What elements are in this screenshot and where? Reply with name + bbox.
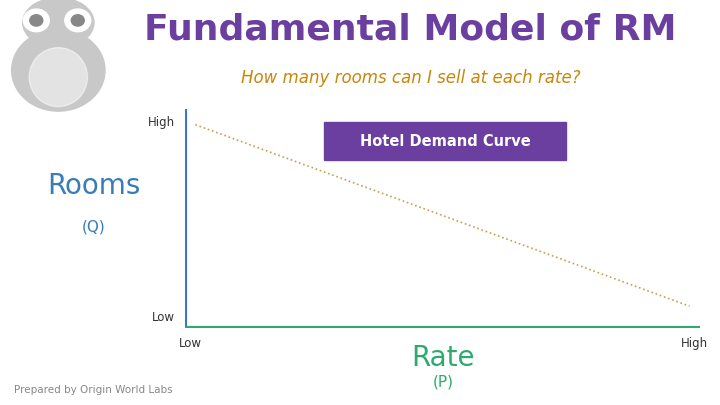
Text: Belmond RM Conference 2014 : Mathematical Hotel Revenue Optimization: Belmond RM Conference 2014 : Mathematica…	[289, 385, 679, 395]
FancyBboxPatch shape	[324, 122, 566, 160]
Text: Low: Low	[152, 311, 175, 324]
Text: Prepared by Origin World Labs: Prepared by Origin World Labs	[14, 385, 173, 395]
Circle shape	[30, 15, 42, 26]
Text: High: High	[681, 337, 708, 350]
Text: High: High	[148, 116, 175, 129]
Ellipse shape	[12, 30, 105, 111]
Text: (P): (P)	[432, 374, 454, 389]
Text: How many rooms can I sell at each rate?: How many rooms can I sell at each rate?	[240, 69, 580, 87]
Circle shape	[23, 9, 49, 32]
Ellipse shape	[23, 0, 94, 48]
Ellipse shape	[29, 48, 88, 107]
Text: (Q): (Q)	[82, 219, 105, 234]
Circle shape	[71, 15, 84, 26]
Text: Hotel Demand Curve: Hotel Demand Curve	[359, 134, 531, 149]
Text: Low: Low	[179, 337, 202, 350]
Text: Rooms: Rooms	[47, 172, 140, 200]
Circle shape	[65, 9, 91, 32]
Text: Fundamental Model of RM: Fundamental Model of RM	[144, 12, 677, 46]
Text: Rate: Rate	[411, 344, 474, 373]
